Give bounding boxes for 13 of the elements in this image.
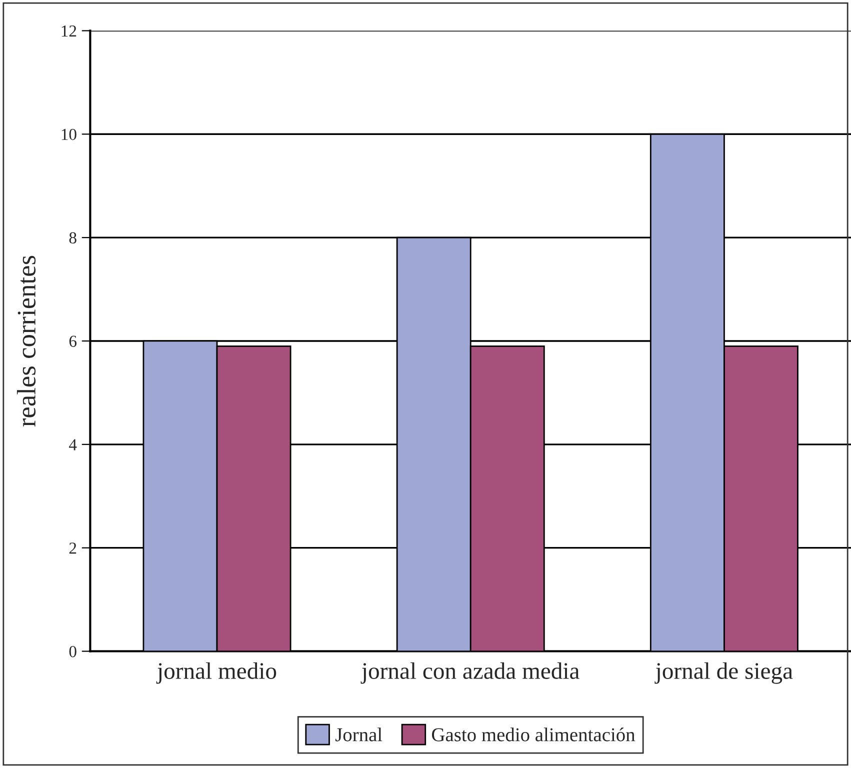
x-tick-label: jornal con azada media: [360, 662, 580, 684]
y-tick-label: 6: [69, 336, 77, 347]
y-tick-label: 12: [62, 25, 76, 37]
y-tick-label: 8: [69, 232, 76, 244]
x-tick-label: jornal de siega: [654, 662, 793, 684]
legend-label: Jornal: [335, 728, 382, 742]
legend-label: Gasto medio alimentación: [432, 728, 636, 742]
y-tick-label: 0: [69, 646, 76, 658]
y-tick-label: 10: [62, 128, 76, 140]
x-tick-label: jornal medio: [156, 662, 276, 684]
y-tick-label: 2: [69, 542, 76, 554]
y-axis-title: reales corrientes: [16, 256, 36, 427]
y-tick-label: 4: [69, 439, 77, 450]
